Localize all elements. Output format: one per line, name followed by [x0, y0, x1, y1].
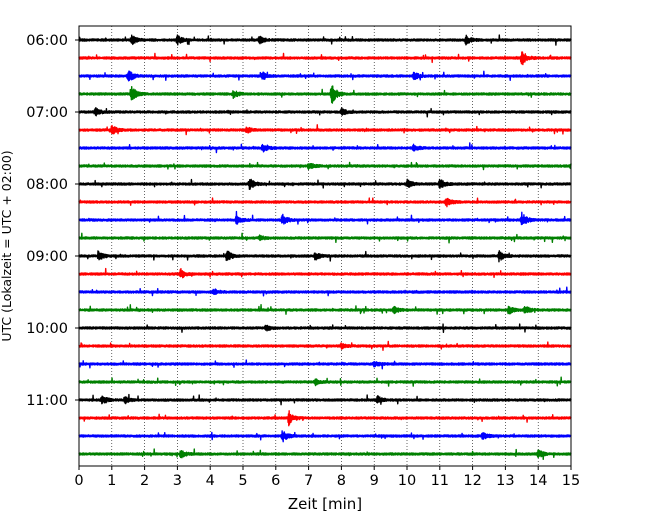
y-tick-label: 08:00	[26, 177, 68, 193]
x-tick-label: 5	[238, 473, 247, 489]
y-tick-label: 07:00	[26, 105, 68, 121]
x-tick-label: 12	[463, 473, 481, 489]
trace-0630	[78, 70, 572, 82]
trace-1045	[78, 376, 572, 387]
trace-lines	[78, 34, 572, 461]
trace-0945	[78, 304, 572, 315]
y-tick-label: 11:00	[26, 393, 68, 409]
trace-0700	[78, 107, 572, 118]
x-tick-label: 2	[140, 473, 149, 489]
trace-1145	[78, 448, 572, 461]
x-tick-label: 0	[74, 473, 83, 489]
trace-1015	[78, 340, 572, 351]
trace-0600	[78, 34, 572, 46]
trace-1030	[78, 359, 572, 370]
y-tick-label: 10:00	[26, 321, 68, 337]
y-tick-label: 09:00	[26, 249, 68, 265]
y-axis: 06:00 07:00 08:00 09:00 10:00 11:00	[26, 33, 79, 409]
trace-0845	[78, 232, 572, 244]
plot-frame	[78, 25, 572, 467]
x-tick-label: 3	[173, 473, 182, 489]
trace-0730	[78, 142, 572, 154]
y-axis-label: UTC (Lokalzeit = UTC + 02:00)	[0, 150, 14, 341]
trace-0815	[78, 197, 572, 208]
trace-0615	[78, 51, 572, 66]
trace-0745	[78, 161, 572, 171]
x-tick-label: 14	[529, 473, 547, 489]
x-tick-label: 10	[398, 473, 416, 489]
x-tick-label: 4	[206, 473, 215, 489]
trace-1115	[78, 410, 572, 427]
x-axis-label: Zeit [min]	[288, 495, 362, 513]
trace-1000	[78, 323, 572, 334]
trace-0715	[78, 124, 572, 136]
x-tick-label: 1	[107, 473, 116, 489]
x-tick-label: 15	[562, 473, 580, 489]
trace-0830	[78, 210, 572, 226]
trace-1130	[78, 430, 572, 443]
trace-0900	[78, 250, 572, 263]
trace-0800	[78, 178, 572, 190]
trace-1100	[78, 393, 572, 406]
x-tick-label: 7	[304, 473, 313, 489]
trace-0645	[78, 85, 572, 104]
x-axis: 0 1 2 3 4 5 6 7 8 9 10 11 12 13 14 15	[74, 466, 580, 489]
x-tick-label: 11	[431, 473, 449, 489]
x-tick-label: 9	[370, 473, 379, 489]
trace-0930	[78, 286, 572, 297]
y-tick-label: 06:00	[26, 33, 68, 49]
x-tick-label: 8	[337, 473, 346, 489]
trace-0915	[78, 267, 572, 279]
x-tick-label: 6	[271, 473, 280, 489]
x-tick-label: 13	[496, 473, 514, 489]
x-grid	[111, 26, 539, 466]
